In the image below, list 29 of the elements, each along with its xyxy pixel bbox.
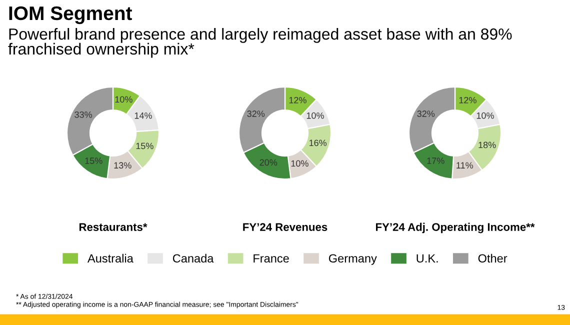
chart-title: IOM Segment [9,6,132,24]
data-label: 18% [478,142,496,148]
data-label: 20% [260,159,278,166]
data-label: 17% [427,158,444,164]
legend-label: Australia [88,254,134,263]
text: Restaurants* [79,223,148,231]
legend-label: Germany [328,254,377,265]
data-label: 10% [115,96,132,103]
legend-label: U.K. [416,254,438,263]
data-label: 11% [456,162,474,169]
text: FY’24 Revenues [243,223,328,231]
text: FY’24 Adj. Operating Income** [376,222,535,234]
data-label: 13% [114,162,132,169]
legend-label: France [254,254,289,263]
data-label: 33% [74,111,92,118]
chart-subtitle: Powerful brand presence and largely reimaged asset base with an 89% franchised ownership mix* [8,28,512,58]
data-label: 15% [85,158,102,164]
data-label: 15% [136,142,154,150]
data-label: 12% [289,96,306,104]
data-label: 10% [476,112,494,119]
data-label: 32% [247,110,265,117]
data-label: 10% [306,112,324,119]
legend-label: Other [478,254,508,263]
data-label: 16% [309,140,327,146]
data-label: 10% [291,160,308,167]
data-label: 32% [417,110,435,117]
data-label: 14% [134,112,152,119]
data-label: 12% [459,96,476,104]
legend-label: Canada [172,254,214,263]
